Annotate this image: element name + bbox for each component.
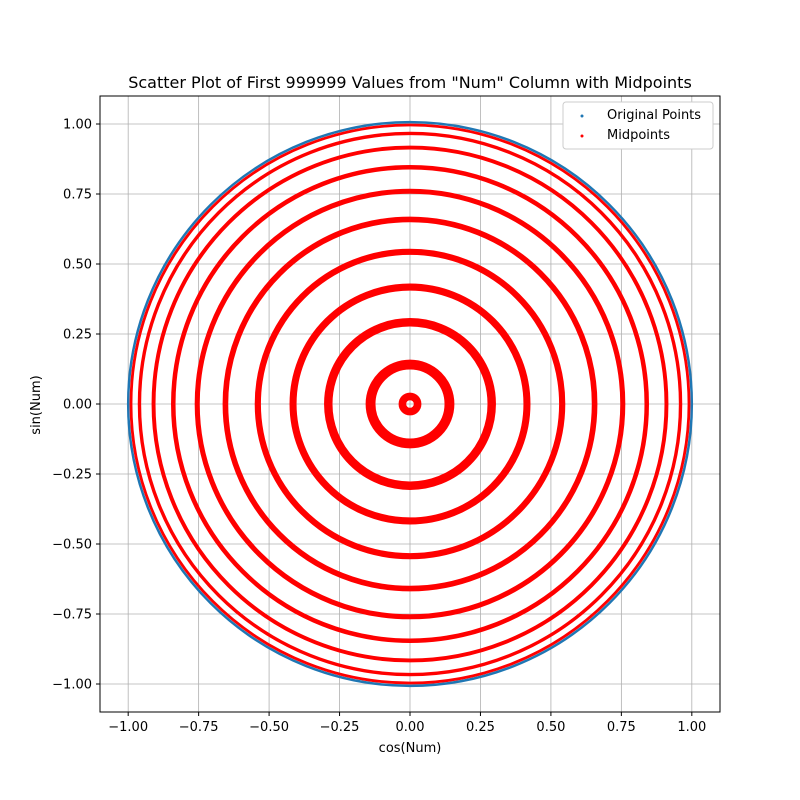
x-tick-label: 0.25 (466, 720, 495, 735)
y-tick-label: −0.50 (52, 538, 92, 553)
y-tick-label: −0.25 (52, 468, 92, 483)
legend-marker-original (580, 114, 584, 118)
x-tick-label: 1.00 (677, 720, 706, 735)
legend-label-original: Original Points (607, 108, 701, 123)
midpoints-ring (194, 188, 626, 620)
x-tick-label: 0.00 (396, 720, 425, 735)
midpoints-ring (254, 248, 566, 560)
y-tick-label: 0.75 (63, 188, 92, 203)
midpoints-ring (151, 145, 669, 663)
x-tick-label: 0.75 (607, 720, 636, 735)
midpoints-ring (222, 216, 598, 592)
x-tick-label: −1.00 (108, 720, 148, 735)
y-tick-label: 0.25 (63, 328, 92, 343)
x-axis-label: cos(Num) (379, 741, 442, 756)
y-tick-label: 1.00 (63, 118, 92, 133)
midpoints-ring (324, 318, 496, 490)
y-tick-label: −1.00 (52, 678, 92, 693)
midpoints-ring (129, 123, 691, 685)
legend-marker-midpoints (580, 134, 584, 138)
x-tick-label: −0.75 (179, 720, 219, 735)
chart-title: Scatter Plot of First 999999 Values from… (128, 73, 692, 92)
original-points-ring (126, 120, 694, 688)
y-tick-label: −0.75 (52, 608, 92, 623)
midpoints-ring (398, 392, 422, 416)
legend: Original Points Midpoints (562, 101, 714, 150)
y-tick-label: 0.50 (63, 258, 92, 273)
legend-box (562, 101, 714, 150)
legend-label-midpoints: Midpoints (607, 128, 670, 143)
x-tick-label: −0.50 (249, 720, 289, 735)
y-tick-label: 0.00 (63, 398, 92, 413)
midpoints-ring (365, 359, 455, 449)
data-layer (126, 120, 694, 688)
y-axis-label: sin(Num) (29, 375, 44, 434)
x-tick-label: −0.25 (320, 720, 360, 735)
x-tick-label: 0.50 (536, 720, 565, 735)
midpoints-ring (289, 283, 531, 525)
grid-layer (100, 96, 720, 712)
tick-layer: −1.00 −0.75 −0.50 −0.25 0.00 0.25 0.50 0.75 1.00… (52, 118, 706, 736)
midpoints-ring (137, 131, 683, 677)
midpoints-ring (171, 165, 649, 643)
